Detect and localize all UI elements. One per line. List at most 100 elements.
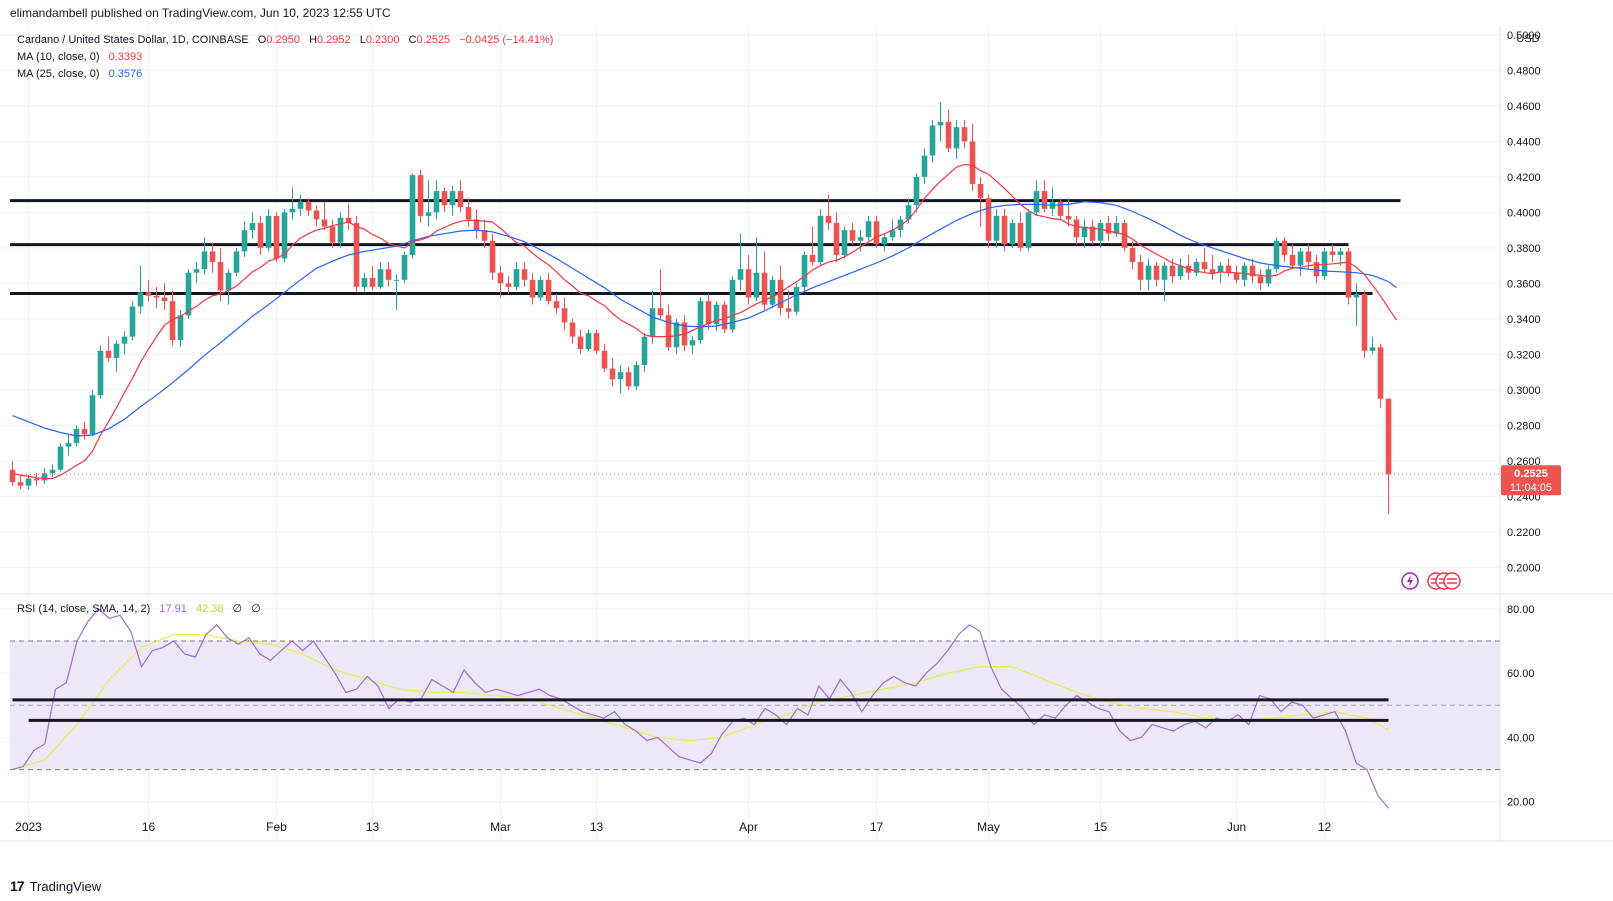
candle bbox=[665, 304, 672, 351]
candle bbox=[329, 219, 336, 248]
price-tick-label: 0.3000 bbox=[1507, 385, 1541, 397]
candle bbox=[201, 237, 208, 275]
ohlc-open: O0.2950 bbox=[257, 34, 300, 46]
lightning-glyph-icon bbox=[1407, 575, 1413, 587]
candle-body bbox=[137, 292, 144, 307]
candle-body bbox=[265, 215, 272, 248]
candle-body bbox=[817, 215, 824, 263]
candle bbox=[489, 233, 496, 280]
candle bbox=[769, 276, 776, 309]
candle bbox=[257, 215, 264, 255]
price-tick-label: 0.4200 bbox=[1507, 172, 1541, 184]
candle-body bbox=[1361, 294, 1368, 351]
candle-body bbox=[881, 237, 888, 245]
candle bbox=[729, 276, 736, 334]
candle-body bbox=[369, 278, 376, 287]
candle bbox=[289, 187, 296, 220]
candle-body bbox=[713, 304, 720, 325]
candle-body bbox=[793, 286, 800, 312]
candle-body bbox=[521, 269, 528, 280]
candle bbox=[977, 176, 984, 227]
candle bbox=[89, 389, 96, 437]
legend-ma25-row[interactable]: MA (25, close, 0) 0.3576 bbox=[17, 68, 148, 80]
candle-body bbox=[617, 372, 624, 380]
ma10-line bbox=[12, 163, 1397, 480]
candle-body bbox=[1025, 212, 1032, 248]
candle bbox=[1369, 336, 1376, 355]
candle bbox=[1017, 212, 1024, 252]
candle-body bbox=[97, 350, 104, 396]
candle-body bbox=[1257, 276, 1264, 284]
candle-body bbox=[1145, 265, 1152, 280]
ma25-value: 0.3576 bbox=[108, 68, 143, 80]
candle bbox=[873, 215, 880, 248]
candle bbox=[1297, 247, 1304, 277]
candle-body bbox=[921, 155, 928, 177]
candle-body bbox=[385, 269, 392, 280]
legend-rsi-row[interactable]: RSI (14, close, SMA, 14, 2) 17.91 42.38 … bbox=[17, 602, 267, 615]
candle-body bbox=[809, 254, 816, 263]
candle-body bbox=[1001, 215, 1008, 245]
candle-body bbox=[441, 191, 448, 206]
candle-body bbox=[1169, 265, 1176, 277]
candle-body bbox=[545, 279, 552, 302]
rsi-label: RSI (14, close, SMA, 14, 2) bbox=[17, 603, 151, 615]
candle-body bbox=[529, 279, 536, 298]
ma10-value: 0.3393 bbox=[108, 51, 143, 63]
candle-body bbox=[1137, 262, 1144, 280]
candle-body bbox=[1233, 272, 1240, 280]
candle bbox=[697, 297, 704, 344]
candle-body bbox=[593, 333, 600, 351]
candle-body bbox=[49, 469, 56, 474]
candle-body bbox=[401, 254, 408, 280]
price-tick-label: 0.5000 bbox=[1507, 30, 1541, 42]
candle bbox=[569, 318, 576, 344]
candle bbox=[793, 283, 800, 316]
chart-frame[interactable]: USD 0.5000 0.4800 0.4600 0.4400 0.4200 0.4000 0… bbox=[0, 26, 1613, 874]
candle-body bbox=[169, 301, 176, 341]
candle bbox=[369, 265, 376, 291]
candle-body bbox=[913, 176, 920, 206]
candle bbox=[1041, 180, 1048, 213]
candle-body bbox=[1321, 251, 1328, 277]
candle bbox=[25, 475, 32, 490]
candle-body bbox=[497, 272, 504, 284]
candle bbox=[921, 148, 928, 184]
candle-body bbox=[1033, 191, 1040, 213]
candle-body bbox=[1097, 223, 1104, 241]
candle-body bbox=[945, 121, 952, 149]
price-tick-label: 0.3600 bbox=[1507, 278, 1541, 290]
candle-body bbox=[537, 279, 544, 298]
rsi-band-fill bbox=[10, 641, 1500, 770]
price-badge-group: 0.2525 11:04:05 bbox=[10, 465, 1561, 590]
footer-brand: TradingView bbox=[29, 878, 102, 894]
candle-body bbox=[225, 272, 232, 291]
candle bbox=[833, 212, 840, 263]
legend-ma10-row[interactable]: MA (10, close, 0) 0.3393 bbox=[17, 51, 148, 63]
candle-body bbox=[657, 308, 664, 316]
candle bbox=[1105, 215, 1112, 241]
candle bbox=[553, 294, 560, 314]
candle-body bbox=[777, 279, 784, 309]
candle-body bbox=[561, 308, 568, 323]
candle bbox=[105, 336, 112, 362]
ma25-line bbox=[12, 201, 1397, 437]
candle-body bbox=[1177, 265, 1184, 277]
candle bbox=[361, 272, 368, 293]
candle bbox=[937, 102, 944, 142]
rsi-tick-label: 20.00 bbox=[1507, 797, 1535, 809]
candle-body bbox=[81, 428, 88, 435]
rsi-band bbox=[10, 640, 1500, 771]
candle-body bbox=[145, 292, 152, 296]
candle bbox=[1121, 219, 1128, 252]
candle-body bbox=[433, 191, 440, 213]
price-tick-label: 0.4400 bbox=[1507, 136, 1541, 148]
candle bbox=[1201, 247, 1208, 273]
candle bbox=[1097, 219, 1104, 248]
candle-body bbox=[1217, 265, 1224, 273]
candle bbox=[745, 254, 752, 305]
candle-body bbox=[1225, 265, 1232, 273]
candle bbox=[1225, 258, 1232, 277]
candle bbox=[1385, 398, 1392, 515]
